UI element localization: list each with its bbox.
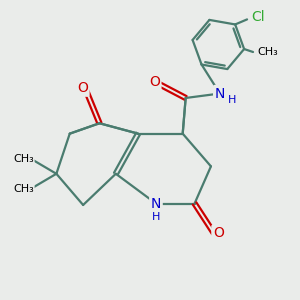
- Text: O: O: [213, 226, 224, 240]
- Text: H: H: [152, 212, 160, 222]
- Text: H: H: [228, 95, 236, 105]
- Text: N: N: [215, 86, 225, 100]
- Text: CH₃: CH₃: [257, 47, 278, 57]
- Text: O: O: [77, 81, 88, 95]
- Text: Cl: Cl: [251, 10, 265, 24]
- Text: N: N: [151, 196, 161, 211]
- Text: CH₃: CH₃: [13, 154, 34, 164]
- Text: CH₃: CH₃: [13, 184, 34, 194]
- Text: O: O: [149, 75, 160, 88]
